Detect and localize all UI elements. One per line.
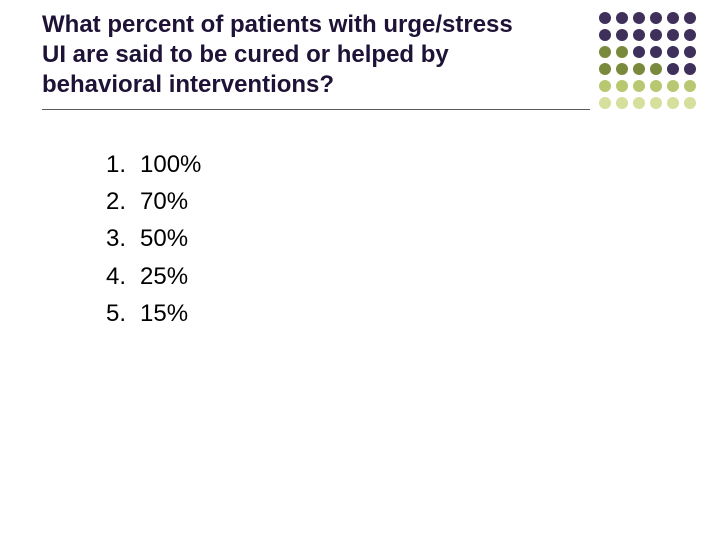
- title-block: What percent of patients with urge/stres…: [42, 10, 532, 100]
- option-label: 15%: [140, 295, 188, 332]
- motif-dot: [599, 12, 611, 24]
- option-number: 2.: [92, 183, 140, 220]
- list-item: 1. 100%: [92, 146, 201, 183]
- motif-dot: [684, 63, 696, 75]
- slide: What percent of patients with urge/stres…: [0, 0, 720, 540]
- motif-dot: [633, 12, 645, 24]
- list-item: 3. 50%: [92, 220, 201, 257]
- motif-dot: [616, 80, 628, 92]
- option-number: 5.: [92, 295, 140, 332]
- option-number: 4.: [92, 258, 140, 295]
- motif-dot: [667, 80, 679, 92]
- motif-dot: [599, 80, 611, 92]
- motif-dot: [667, 29, 679, 41]
- option-label: 25%: [140, 258, 188, 295]
- motif-dot: [667, 63, 679, 75]
- motif-dot: [650, 97, 662, 109]
- motif-dot: [616, 12, 628, 24]
- motif-dot: [616, 97, 628, 109]
- motif-dot: [684, 29, 696, 41]
- motif-dot: [650, 80, 662, 92]
- option-label: 70%: [140, 183, 188, 220]
- answer-options: 1. 100% 2. 70% 3. 50% 4. 25% 5. 15%: [92, 146, 201, 332]
- motif-dot: [667, 46, 679, 58]
- motif-dot: [684, 80, 696, 92]
- motif-dot: [650, 46, 662, 58]
- motif-dot: [667, 12, 679, 24]
- motif-dot: [599, 63, 611, 75]
- option-number: 3.: [92, 220, 140, 257]
- motif-dot: [684, 12, 696, 24]
- motif-dot: [633, 63, 645, 75]
- list-item: 2. 70%: [92, 183, 201, 220]
- motif-dot: [616, 29, 628, 41]
- motif-dot: [599, 97, 611, 109]
- motif-dot: [667, 97, 679, 109]
- motif-dot: [684, 46, 696, 58]
- option-label: 50%: [140, 220, 188, 257]
- title-underline: [42, 109, 590, 110]
- option-number: 1.: [92, 146, 140, 183]
- motif-dot: [599, 29, 611, 41]
- motif-dot: [633, 80, 645, 92]
- motif-dot: [633, 29, 645, 41]
- motif-dot: [616, 46, 628, 58]
- motif-dot: [599, 46, 611, 58]
- motif-dot: [684, 97, 696, 109]
- motif-dot: [633, 46, 645, 58]
- option-label: 100%: [140, 146, 201, 183]
- list-item: 5. 15%: [92, 295, 201, 332]
- motif-dot: [650, 12, 662, 24]
- corner-dot-motif: [599, 12, 698, 111]
- motif-dot: [650, 29, 662, 41]
- motif-dot: [616, 63, 628, 75]
- list-item: 4. 25%: [92, 258, 201, 295]
- question-title: What percent of patients with urge/stres…: [42, 10, 532, 100]
- motif-dot: [633, 97, 645, 109]
- motif-dot: [650, 63, 662, 75]
